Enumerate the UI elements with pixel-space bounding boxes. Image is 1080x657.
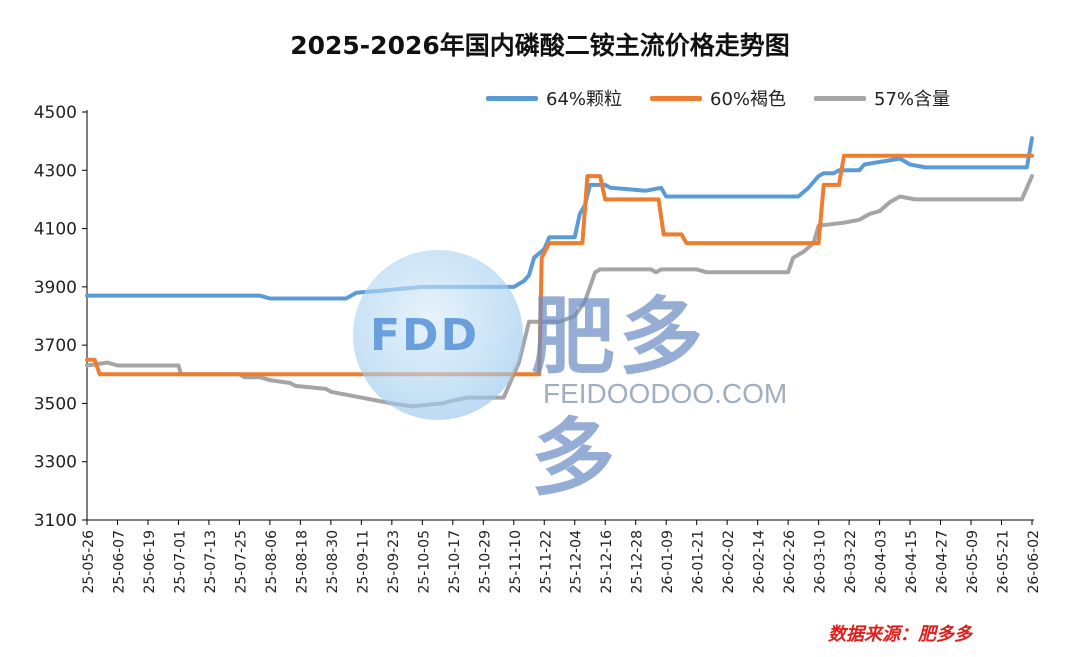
- legend-entry-60: 60%褐色: [650, 85, 786, 111]
- x-tick-label: 26-02-02: [721, 530, 737, 594]
- chart-title: 2025-2026年国内磷酸二铵主流价格走势图: [290, 31, 790, 60]
- x-tick-label: 25-10-17: [447, 530, 463, 594]
- y-tick-label: 4500: [34, 103, 77, 123]
- y-tick-label: 3500: [34, 394, 77, 414]
- legend: 64%颗粒 60%褐色 57%含量: [486, 85, 950, 111]
- series-line-2: [85, 174, 1034, 409]
- y-tick-label: 4100: [34, 220, 77, 240]
- x-tick-label: 25-07-25: [233, 530, 249, 594]
- x-tick-label: 26-04-27: [935, 530, 951, 594]
- x-tick-label: 26-03-22: [843, 530, 859, 594]
- watermark: FDD 肥多多 FEIDOODOO.COM: [353, 250, 793, 507]
- x-tick-label: 25-12-04: [569, 530, 585, 594]
- legend-entry-57: 57%含量: [814, 85, 950, 111]
- x-tick-label: 25-08-30: [325, 530, 341, 594]
- x-tick-label: 26-05-09: [965, 530, 981, 594]
- x-tick-label: 25-09-23: [386, 530, 402, 594]
- x-tick-label: 26-04-03: [874, 530, 890, 594]
- y-tick-label: 4300: [34, 161, 77, 181]
- watermark-logo-text: FDD: [370, 310, 480, 361]
- x-tick-label: 25-09-11: [355, 530, 371, 594]
- x-tick-label: 25-05-26: [81, 530, 97, 594]
- source-note: 数据来源：肥多多: [828, 624, 972, 645]
- x-tick-label: 26-05-21: [996, 530, 1012, 594]
- legend-entry-64: 64%颗粒: [486, 85, 622, 111]
- x-tick-label: 26-03-10: [813, 530, 829, 594]
- legend-label-57: 57%含量: [874, 89, 951, 110]
- x-tick-label: 25-07-13: [203, 530, 219, 594]
- x-tick-label: 26-01-21: [691, 530, 707, 594]
- x-tick-label: 25-11-22: [538, 530, 554, 594]
- x-tick-label: 25-06-19: [142, 530, 158, 594]
- x-tick-label: 25-11-10: [508, 530, 524, 594]
- y-tick-label: 3700: [34, 336, 77, 356]
- watermark-brand-en: FEIDOODOO.COM: [543, 378, 788, 409]
- y-tick-label: 3100: [34, 511, 77, 531]
- x-tick-label: 25-07-01: [172, 530, 188, 594]
- series-line-1: [85, 153, 1034, 377]
- x-tick-label: 26-06-02: [1026, 530, 1042, 594]
- x-tick-label: 25-12-28: [630, 530, 646, 594]
- legend-label-60: 60%褐色: [710, 89, 787, 110]
- legend-label-64: 64%颗粒: [546, 89, 623, 110]
- x-tick-label: 25-08-18: [294, 530, 310, 594]
- x-tick-label: 26-01-09: [660, 530, 676, 594]
- x-tick-label: 25-12-16: [599, 530, 615, 594]
- x-tick-label: 26-02-26: [782, 530, 798, 594]
- watermark-logo-circle: [353, 250, 523, 420]
- x-tick-label: 25-10-05: [416, 530, 432, 594]
- legend-swatch-57: [814, 95, 867, 101]
- x-tick-label: 25-10-29: [477, 530, 493, 594]
- x-tick-label: 25-06-07: [111, 530, 127, 594]
- x-tick-label: 26-04-15: [904, 530, 920, 594]
- y-tick-label: 3900: [34, 278, 77, 298]
- legend-swatch-64: [486, 95, 538, 101]
- watermark-brand-cn: 肥多多: [531, 288, 708, 507]
- legend-swatch-60: [650, 95, 703, 101]
- y-tick-label: 3300: [34, 453, 77, 473]
- x-tick-label: 25-08-06: [264, 530, 280, 594]
- x-tick-label: 26-02-14: [752, 530, 768, 594]
